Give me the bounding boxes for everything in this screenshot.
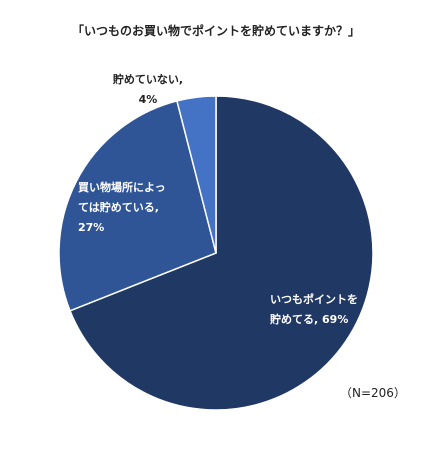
data-label: 買い物場所によっては貯めている, 27% — [78, 181, 166, 234]
chart-title: 「いつものお買い物でポイントを貯めていますか？」 — [71, 24, 360, 38]
label-value: 69% — [322, 313, 349, 326]
label-value: 27% — [78, 221, 105, 234]
label-category: 買い物場所によっては貯めている — [78, 181, 166, 214]
label-category: 貯めていない — [112, 73, 179, 86]
pie-slice — [58, 100, 217, 312]
data-label: 貯めていない, 4% — [112, 73, 184, 106]
label-value: 4% — [138, 93, 158, 106]
data-label: いつもポイントを貯めてる, 69% — [270, 293, 358, 326]
pie-slice — [176, 95, 217, 254]
label-category: いつもポイントを貯めてる — [270, 293, 358, 326]
sample-note: （N=206） — [340, 386, 406, 400]
pie-slice — [69, 95, 374, 411]
